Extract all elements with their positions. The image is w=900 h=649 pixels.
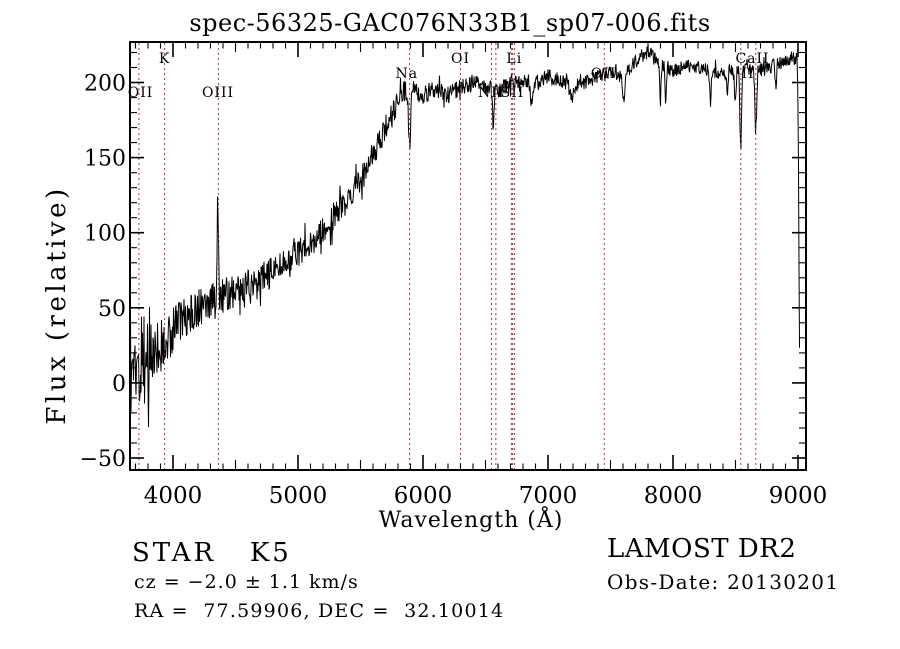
spectral-line-label: OIII <box>202 85 234 101</box>
spectral-line-label: SII <box>501 85 525 101</box>
y-tick-label: 0 <box>112 372 126 397</box>
spectral-line-label: NII <box>478 85 504 101</box>
radial-velocity-text: cz = −2.0 ± 1.1 km/s <box>134 571 359 593</box>
spectral-line-label: Na <box>395 66 418 82</box>
spectrum-trace <box>131 44 800 428</box>
x-tick-label: 4000 <box>144 483 203 509</box>
y-axis-label: Flux (relative) <box>42 185 72 425</box>
spectral-line-label: OII <box>591 66 617 82</box>
y-tick-label: 50 <box>98 297 126 322</box>
x-axis-label: Wavelength (Å) <box>378 508 564 533</box>
x-tick-label: 7000 <box>519 483 578 509</box>
y-tick-label: 150 <box>84 147 126 172</box>
plot-title: spec-56325-GAC076N33B1_sp07-006.fits <box>189 9 711 37</box>
coordinates-text: RA = 77.59906, DEC = 32.10014 <box>134 600 505 622</box>
spectral-line-label: Li <box>506 51 522 67</box>
classification-text: STAR K5 <box>132 538 292 568</box>
spectral-line-label: OI <box>451 51 470 67</box>
plot-frame <box>129 41 807 471</box>
spectral-line-label: K <box>159 51 170 67</box>
y-tick-label: −50 <box>80 447 126 472</box>
y-tick-label: 100 <box>84 222 126 247</box>
spectral-line-label: OII <box>128 85 154 101</box>
x-tick-label: 9000 <box>769 483 828 509</box>
x-tick-label: 5000 <box>269 483 328 509</box>
obs-date-text: Obs-Date: 20130201 <box>607 570 840 594</box>
spectral-line-label: II <box>741 66 754 82</box>
x-tick-label: 8000 <box>644 483 703 509</box>
spectral-line-label: CaII <box>735 51 769 67</box>
y-tick-label: 200 <box>84 72 126 97</box>
survey-name-text: LAMOST DR2 <box>607 534 797 564</box>
x-tick-label: 6000 <box>394 483 453 509</box>
